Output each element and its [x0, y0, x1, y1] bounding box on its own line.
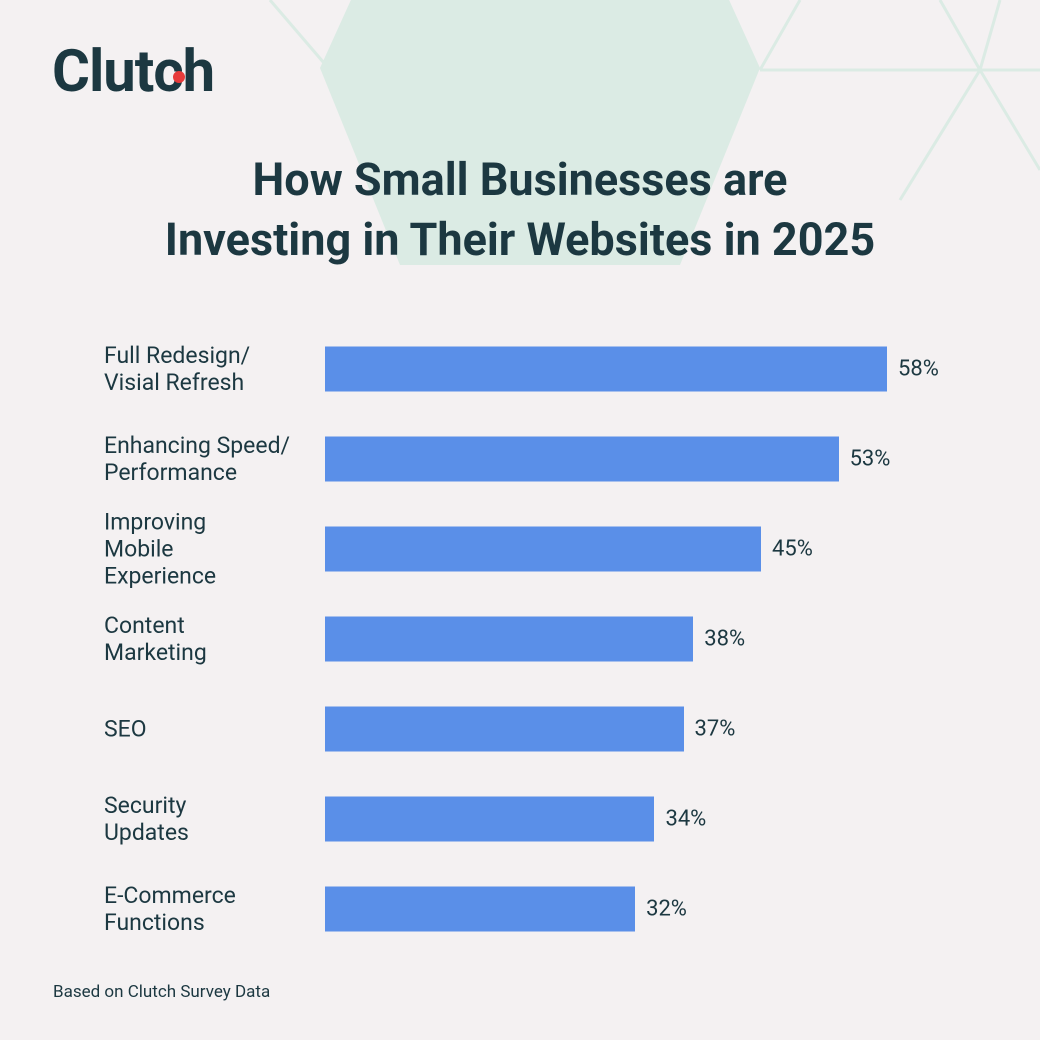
logo-text: Clutch	[52, 38, 215, 106]
value-label: 53%	[849, 446, 891, 472]
chart-title: How Small Businesses are Investing in Th…	[164, 153, 876, 266]
value-label: 38%	[704, 626, 746, 652]
bar	[325, 796, 655, 842]
bar	[325, 346, 888, 392]
value-label: 37%	[694, 716, 736, 742]
logo-dot	[173, 71, 185, 83]
value-label: 34%	[665, 806, 707, 832]
bar	[325, 436, 839, 482]
logo: Clutch	[52, 38, 215, 106]
value-label: 32%	[646, 896, 687, 922]
bar	[325, 706, 684, 752]
category-label: E-Commerce Functions	[104, 882, 236, 936]
value-label: 45%	[772, 536, 813, 562]
category-label: Security Updates	[104, 792, 189, 846]
category-label: Enhancing Speed/ Performance	[104, 432, 291, 486]
value-label: 58%	[898, 356, 939, 382]
category-label: Full Redesign/ Visial Refresh	[104, 342, 251, 396]
footnote: Based on Clutch Survey Data	[53, 982, 271, 1002]
category-label: Content Marketing	[104, 612, 207, 666]
bar	[325, 886, 636, 932]
category-label: SEO	[104, 715, 147, 743]
bar	[325, 616, 694, 662]
bar	[325, 526, 762, 572]
category-label: Improving Mobile Experience	[104, 508, 217, 590]
